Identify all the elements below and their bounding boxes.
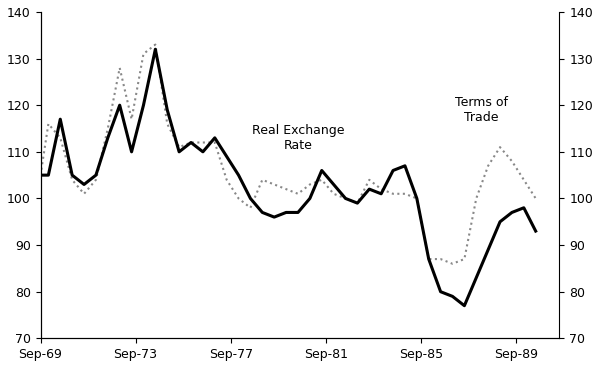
Text: Terms of
Trade: Terms of Trade: [455, 96, 508, 124]
Text: Real Exchange
Rate: Real Exchange Rate: [252, 124, 344, 152]
